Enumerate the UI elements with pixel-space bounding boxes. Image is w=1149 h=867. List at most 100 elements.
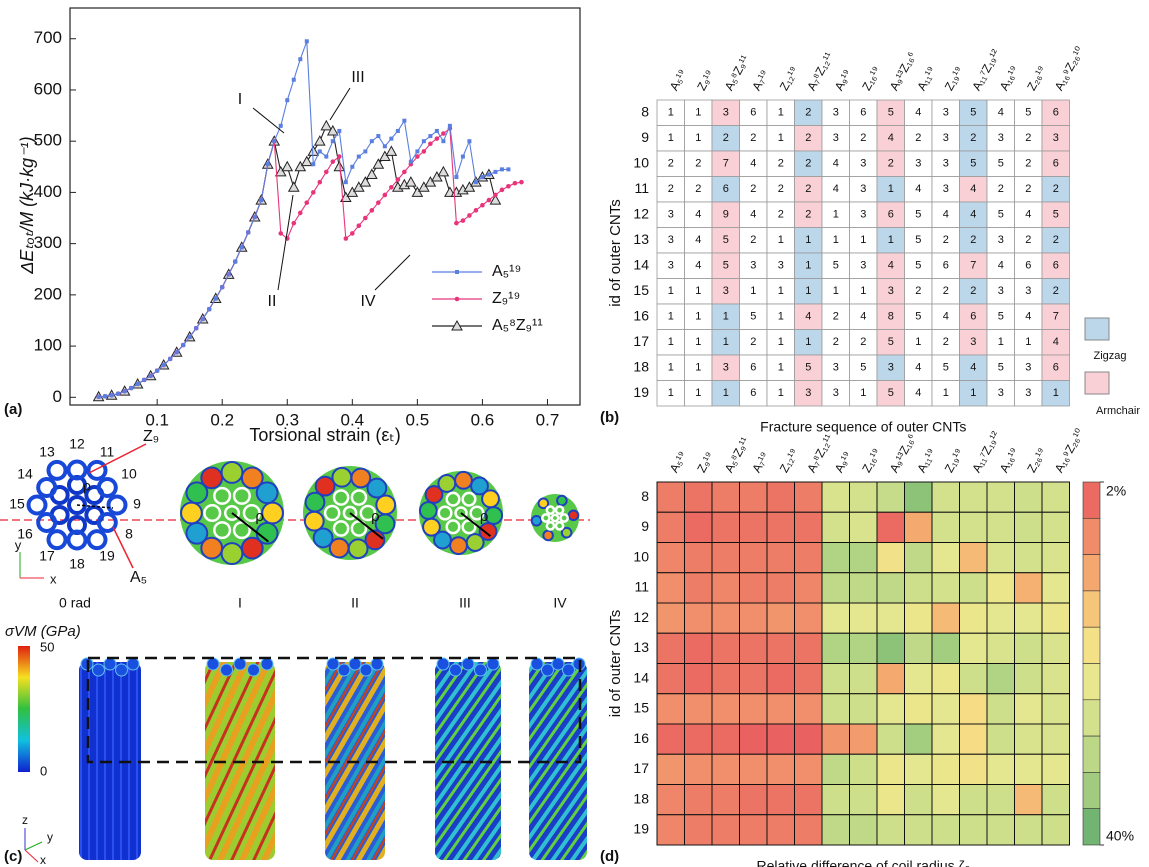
decoration [482, 490, 499, 507]
decoration [49, 531, 66, 548]
cell-value: 4 [943, 311, 949, 323]
cell-value: 1 [778, 311, 784, 323]
decoration [1083, 772, 1100, 808]
heatmap-cell [657, 512, 685, 542]
cell-value: 1 [668, 107, 674, 119]
heatmap-cell [712, 512, 740, 542]
decoration [332, 468, 351, 487]
marker [428, 134, 432, 138]
decoration [305, 512, 324, 531]
cell-value: 1 [805, 285, 811, 297]
heatmap-cell [767, 482, 795, 512]
cell-value: 2 [1025, 158, 1031, 170]
heatmap-cell [850, 633, 878, 663]
cell-value: 1 [695, 285, 701, 297]
cell-value: 4 [1025, 209, 1031, 221]
tube-id: 15 [9, 496, 25, 512]
heatmap-cell [987, 512, 1015, 542]
heatmap-cell [960, 482, 988, 512]
heatmap-cell [932, 573, 960, 603]
heatmap-cell [877, 694, 905, 724]
marker [376, 134, 380, 138]
heatmap-cell [740, 573, 768, 603]
cell-value: 4 [998, 107, 1004, 119]
decoration [316, 477, 335, 496]
marker [357, 155, 361, 159]
marker [292, 78, 296, 82]
cell-value: 3 [723, 362, 729, 374]
x-axis-label: Relative difference of coil radius ζᵨ [756, 858, 970, 867]
cell-value: 5 [1025, 107, 1031, 119]
marker [311, 162, 315, 166]
cell-value: 3 [833, 132, 839, 144]
legend-marker [455, 270, 459, 274]
heatmap-cell [685, 633, 713, 663]
column-header: Z₁₆¹⁹ [859, 64, 883, 93]
cell-value: 4 [1025, 311, 1031, 323]
marker [402, 170, 407, 175]
marker [181, 343, 185, 347]
legend-label: A₅¹⁹ [492, 263, 521, 280]
panel-label: (c) [4, 848, 22, 865]
cell-value: 5 [915, 234, 921, 246]
cell-value: 1 [888, 183, 894, 195]
marker [324, 170, 329, 175]
row-label: 18 [633, 358, 649, 374]
cell-value: 5 [915, 209, 921, 221]
decoration [257, 482, 278, 503]
cell-value: 3 [970, 336, 976, 348]
cell-value: 5 [750, 311, 756, 323]
cell-value: 4 [915, 387, 921, 399]
decoration [543, 531, 553, 541]
decoration [242, 538, 263, 559]
row-label: 16 [633, 730, 649, 746]
marker [519, 180, 524, 185]
cell-value: 2 [943, 336, 949, 348]
marker [448, 124, 452, 128]
decoration [467, 534, 484, 551]
decoration [49, 462, 66, 479]
marker [383, 144, 387, 148]
heatmap-cell [1042, 664, 1070, 694]
heatmap-cell [960, 785, 988, 815]
column-header: Z₁₉¹⁹ [942, 446, 966, 475]
marker [201, 317, 205, 321]
cell-value: 1 [915, 336, 921, 348]
decoration [25, 850, 38, 862]
decoration [349, 539, 368, 558]
cell-value: 3 [998, 285, 1004, 297]
tube-id: 18 [69, 556, 85, 572]
heatmap-cell [740, 633, 768, 663]
legend-label: A₅⁸Z₉¹¹ [492, 317, 543, 334]
column-header: A₅¹⁹ [667, 449, 690, 475]
cell-value: 1 [970, 387, 976, 399]
y-tick-label: 0 [53, 387, 62, 406]
marker [233, 260, 237, 264]
row-label: 17 [633, 760, 649, 776]
heatmap-cell [1042, 603, 1070, 633]
cell-value: 1 [668, 311, 674, 323]
heatmap-cell [1042, 815, 1070, 845]
heatmap-cell [795, 603, 823, 633]
marker [396, 177, 401, 182]
axis-name: y [47, 830, 53, 844]
heatmap-cell [767, 573, 795, 603]
heatmap-cell [657, 754, 685, 784]
marker [110, 393, 114, 397]
decoration [569, 510, 579, 520]
heatmap-cell [905, 754, 933, 784]
cell-value: 4 [943, 209, 949, 221]
legend-swatch [1085, 318, 1109, 340]
cell-value: 1 [805, 336, 811, 348]
decoration [367, 479, 386, 498]
marker [396, 129, 400, 133]
stage-label: I [238, 595, 242, 611]
heatmap-cell [712, 664, 740, 694]
figure: 0.10.20.30.40.50.60.70100200300400500600… [0, 0, 1149, 867]
colorbar-title: σVM (GPa) [5, 623, 81, 640]
cell-value: 5 [998, 158, 1004, 170]
heatmap-cell [1015, 785, 1043, 815]
heatmap-cell [657, 694, 685, 724]
cell-value: 4 [915, 362, 921, 374]
decoration [262, 503, 283, 524]
